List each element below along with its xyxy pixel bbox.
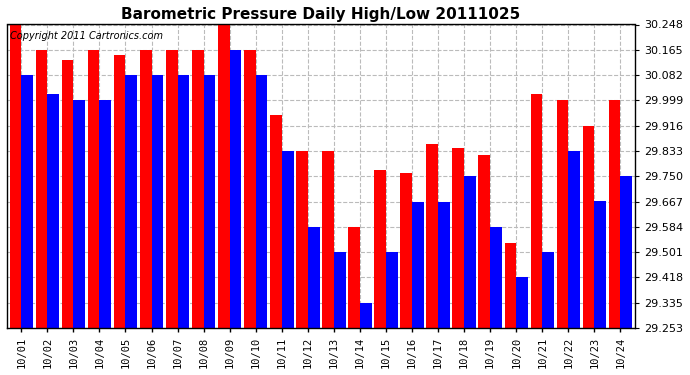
Bar [490, 227, 502, 328]
Bar [230, 50, 241, 328]
Bar [453, 148, 464, 328]
Bar [152, 75, 164, 328]
Bar [177, 75, 189, 328]
Bar [140, 50, 152, 328]
Bar [256, 75, 268, 328]
Bar [166, 50, 177, 328]
Bar [296, 151, 308, 328]
Bar [10, 24, 21, 328]
Bar [557, 100, 569, 328]
Bar [400, 173, 412, 328]
Bar [531, 94, 542, 328]
Bar [334, 252, 346, 328]
Bar [582, 126, 594, 328]
Bar [412, 202, 424, 328]
Bar [620, 176, 632, 328]
Bar [244, 50, 256, 328]
Bar [542, 252, 554, 328]
Bar [73, 100, 85, 328]
Bar [192, 50, 204, 328]
Bar [594, 201, 606, 328]
Bar [386, 252, 397, 328]
Bar [21, 75, 33, 328]
Bar [282, 151, 293, 328]
Bar [374, 170, 386, 328]
Bar [348, 227, 360, 328]
Bar [218, 24, 230, 328]
Bar [464, 176, 476, 328]
Bar [99, 100, 111, 328]
Bar [204, 75, 215, 328]
Bar [609, 100, 620, 328]
Bar [114, 55, 126, 328]
Title: Barometric Pressure Daily High/Low 20111025: Barometric Pressure Daily High/Low 20111… [121, 7, 520, 22]
Bar [438, 202, 450, 328]
Bar [516, 278, 528, 328]
Bar [36, 50, 48, 328]
Bar [478, 155, 490, 328]
Bar [88, 50, 99, 328]
Bar [504, 243, 516, 328]
Bar [126, 75, 137, 328]
Text: Copyright 2011 Cartronics.com: Copyright 2011 Cartronics.com [10, 31, 163, 40]
Bar [270, 116, 282, 328]
Bar [308, 227, 319, 328]
Bar [426, 144, 438, 328]
Bar [48, 94, 59, 328]
Bar [360, 303, 372, 328]
Bar [569, 151, 580, 328]
Bar [61, 60, 73, 328]
Bar [322, 151, 334, 328]
